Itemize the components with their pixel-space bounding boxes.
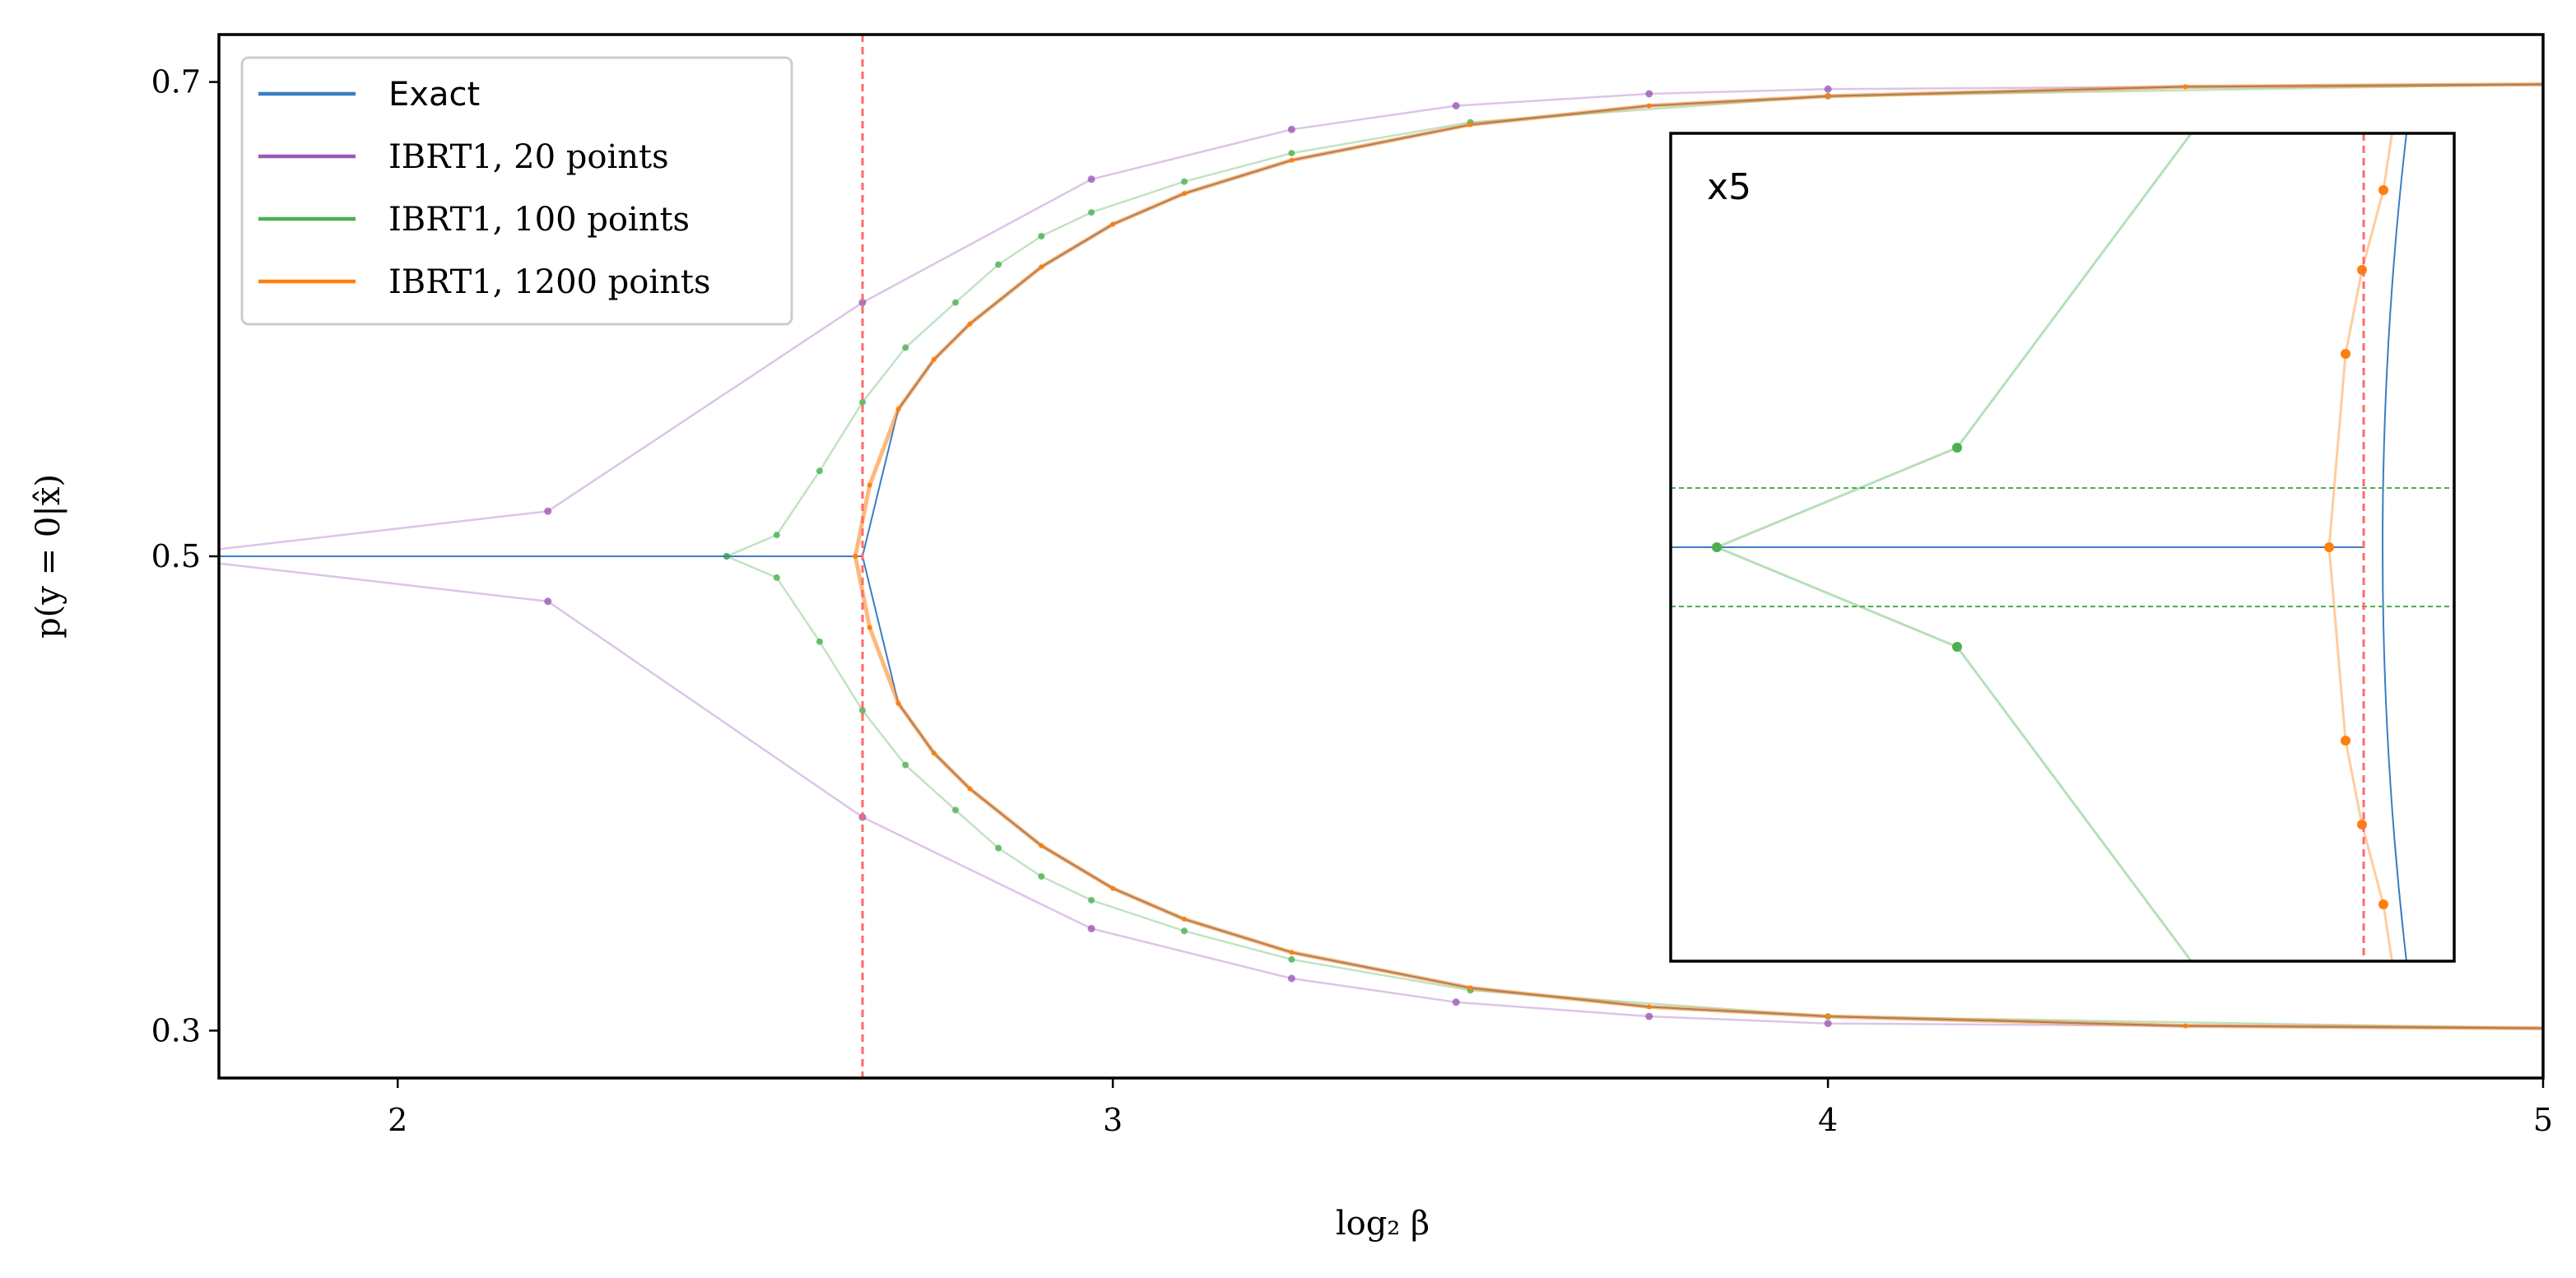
y-tick-label: 0.3 (151, 1012, 201, 1048)
legend-label: IBRT1, 1200 points (388, 263, 711, 301)
data-point (1182, 191, 1187, 197)
data-point (858, 299, 867, 307)
x-tick-label: 4 (1818, 1102, 1838, 1138)
data-point (995, 844, 1002, 852)
data-point (544, 507, 552, 515)
inset-orange-point (2341, 349, 2350, 359)
data-point (859, 398, 866, 406)
data-point (859, 707, 866, 714)
x-axis-label: log₂ β (1336, 1205, 1430, 1243)
data-point (1039, 264, 1044, 270)
data-point (1825, 93, 1831, 99)
data-point (816, 467, 823, 475)
data-point (2183, 1023, 2188, 1029)
inset-orange-point (2357, 820, 2367, 830)
data-point (1289, 157, 1295, 163)
data-point (952, 299, 959, 306)
data-point (1467, 985, 1473, 991)
inset-panel: x5 (1669, 132, 2456, 963)
data-point (952, 806, 959, 814)
data-point (816, 638, 823, 645)
inset-zoom-label: x5 (1707, 166, 1751, 208)
data-point (902, 344, 909, 351)
data-point (867, 482, 872, 488)
inset-content (1671, 133, 2454, 961)
series-line-3-branch-0 (853, 82, 2543, 557)
x-tick-label: 3 (1103, 1102, 1123, 1138)
data-point (1824, 85, 1832, 93)
data-point (1646, 103, 1652, 109)
y-axis: 0.3 0.5 0.7 (151, 64, 219, 1048)
data-point (867, 625, 872, 630)
data-point (1287, 974, 1295, 983)
data-point (1645, 90, 1653, 98)
series-line-2-branch-1 (726, 555, 2543, 1029)
data-point (1452, 102, 1460, 109)
data-point (1087, 175, 1095, 184)
inset-green-point (1952, 443, 1962, 453)
series-line-3-branch-1 (853, 555, 2543, 1030)
data-point (853, 554, 858, 559)
data-point (967, 786, 973, 792)
y-tick-label: 0.5 (151, 538, 201, 574)
series-line-2-branch-0 (726, 83, 2543, 558)
data-point (931, 356, 937, 362)
data-point (1645, 1012, 1653, 1020)
inset-orange-point (2341, 736, 2350, 746)
data-point (895, 407, 901, 412)
data-point (1825, 1014, 1831, 1020)
y-tick-label: 0.7 (151, 64, 201, 100)
data-point (1289, 950, 1295, 955)
data-point (1087, 924, 1095, 932)
data-point (1824, 1020, 1832, 1028)
legend-label: IBRT1, 100 points (388, 201, 690, 239)
inset-exact-branches (2382, 133, 2407, 961)
data-point (967, 321, 973, 327)
x-tick-label: 2 (388, 1102, 407, 1138)
inset-orange-point (2357, 265, 2367, 275)
y-axis-label: p(y = 0|x̂) (30, 474, 67, 639)
inset-frame (1669, 132, 2456, 963)
data-point (1181, 927, 1188, 935)
x-tick-label: 5 (2533, 1102, 2553, 1138)
data-point (902, 761, 909, 769)
data-point (895, 700, 901, 706)
data-point (544, 597, 552, 606)
data-point (1110, 885, 1116, 891)
data-point (1287, 125, 1295, 133)
data-point (1467, 122, 1473, 128)
data-point (995, 261, 1002, 268)
data-point (1288, 955, 1295, 963)
inset-orange-point (2324, 542, 2334, 552)
data-point (773, 574, 780, 581)
data-point (1110, 221, 1116, 227)
data-point (2183, 84, 2188, 90)
data-point (1452, 998, 1460, 1006)
data-point (1288, 150, 1295, 157)
data-point (1088, 209, 1095, 216)
data-point (1182, 916, 1187, 922)
data-point (1038, 873, 1045, 880)
data-point (931, 751, 937, 756)
legend-label: Exact (388, 76, 480, 114)
data-point (1039, 843, 1044, 848)
inset-orange-point (2378, 185, 2388, 195)
x-axis: 2 3 4 5 (388, 1078, 2553, 1138)
legend-box (240, 56, 793, 326)
data-point (1646, 1004, 1652, 1010)
data-point (1181, 178, 1188, 185)
inset-green-point (1712, 542, 1722, 552)
inset-orange-point (2378, 899, 2388, 909)
main-series-group (219, 82, 2543, 1030)
data-point (1038, 233, 1045, 239)
legend: Exact IBRT1, 20 points IBRT1, 100 points IB… (240, 56, 793, 326)
data-point (1088, 896, 1095, 904)
inset-green-point (1952, 642, 1962, 652)
legend-label: IBRT1, 20 points (388, 138, 669, 176)
data-point (773, 532, 780, 539)
